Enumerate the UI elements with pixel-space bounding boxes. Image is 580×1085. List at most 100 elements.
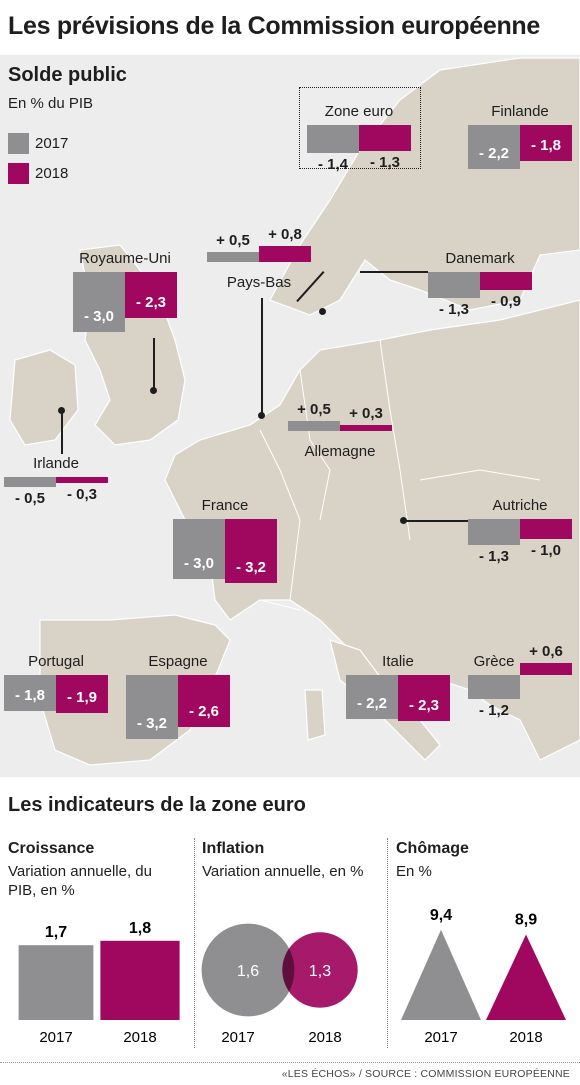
indicator-charts: 1,7 2017 1,8 2018 1,6 2017 1,3 2018 9,4 2017 8,9 20…	[18, 907, 566, 1046]
bar-allemagne-2017	[288, 421, 340, 431]
footer-divider	[0, 1062, 580, 1063]
bar-danemark-2017	[428, 272, 480, 298]
bar-finlande-2017	[468, 125, 520, 169]
bar-irlande-2017	[4, 477, 56, 487]
page-title: Les prévisions de la Commission européen…	[8, 12, 541, 40]
bar-france-2017	[173, 519, 225, 579]
bar-zone-euro-2018	[359, 125, 411, 151]
bar-royaume-uni-2017	[73, 272, 125, 332]
inflation-year-2018: 2018	[308, 1029, 341, 1046]
bar-value-allemagne-2017: + 0,5	[297, 401, 331, 418]
balance-section-title: Solde public	[8, 64, 127, 86]
bar-france-2018	[225, 519, 277, 583]
bar-value-irlande-2018: - 0,3	[66, 486, 97, 503]
bar-value-irlande-2017: - 0,5	[14, 490, 45, 507]
unemployment-value-2017: 9,4	[430, 907, 452, 924]
bar-value-autriche-2017: - 1,3	[478, 548, 509, 565]
bar-value-finlande-2018: - 1,8	[530, 137, 561, 154]
bar-value-finlande-2017: - 2,2	[478, 145, 509, 162]
country-borders	[229, 339, 541, 621]
bar-finlande-2018	[520, 125, 572, 161]
legend-swatch-2017	[8, 133, 29, 154]
bar-value-royaume-uni-2017: - 3,0	[83, 308, 114, 325]
bar-value-zone-euro-2018: - 1,3	[369, 154, 400, 171]
country-label-allemagne: Allemagne	[304, 443, 376, 460]
unemployment-triangle-2017	[401, 929, 481, 1020]
bar-pays-bas-2018	[259, 246, 311, 262]
country-label-autriche: Autriche	[492, 497, 548, 514]
inflation-year-2017: 2017	[221, 1029, 254, 1046]
inflation-value-2017: 1,6	[237, 963, 259, 980]
bar-value-france-2017: - 3,0	[183, 555, 214, 572]
bar-value-allemagne-2018: + 0,3	[349, 405, 383, 422]
pin-line-royaume-uni	[153, 338, 155, 390]
pin-dot-pays-bas	[258, 412, 265, 419]
bar-zone-euro-2017	[307, 125, 359, 153]
inflation-subtitle: Variation annuelle, en %	[202, 863, 364, 880]
bar-pays-bas-2017	[207, 252, 259, 262]
bar-value-italie-2017: - 2,2	[356, 695, 387, 712]
country-label-danemark: Danemark	[445, 250, 515, 267]
bar-value-grece-2018: + 0,6	[529, 643, 563, 660]
bar-value-danemark-2017: - 1,3	[438, 301, 469, 318]
legend-label-2017: 2017	[35, 135, 69, 152]
pin-dot-autriche	[400, 517, 407, 524]
country-label-irlande: Irlande	[33, 455, 79, 472]
bar-value-espagne-2018: - 2,6	[188, 703, 219, 720]
inflation-bubble-2018	[282, 932, 358, 1008]
bar-value-france-2018: - 3,2	[235, 559, 266, 576]
country-label-espagne: Espagne	[148, 653, 208, 670]
bar-value-espagne-2017: - 3,2	[136, 715, 167, 732]
pin-line-pays-bas	[261, 298, 263, 416]
bar-portugal-2017	[4, 675, 56, 711]
scandinavia-land	[269, 57, 580, 316]
growth-value-2018: 1,8	[129, 920, 151, 937]
country-label-italie: Italie	[382, 653, 414, 670]
pin-dot-irlande	[58, 407, 65, 414]
unemployment-year-2018: 2018	[509, 1029, 542, 1046]
country-label-royaume-uni: Royaume-Uni	[79, 250, 171, 267]
country-label-portugal: Portugal	[28, 653, 84, 670]
bar-danemark-2018	[480, 272, 532, 290]
bar-royaume-uni-2018	[125, 272, 177, 318]
pin-dot-royaume-uni	[150, 387, 157, 394]
unemployment-year-2017: 2017	[424, 1029, 457, 1046]
country-label-pays-bas: Pays-Bas	[226, 274, 292, 291]
unemployment-value-2018: 8,9	[515, 912, 537, 929]
growth-title: Croissance	[8, 840, 95, 857]
pin-line-autriche	[404, 520, 470, 522]
bar-autriche-2017	[468, 519, 520, 545]
pin-dot-danemark	[319, 308, 326, 315]
bar-value-autriche-2018: - 1,0	[530, 542, 561, 559]
indicators-section-title: Les indicateurs de la zone euro	[8, 794, 306, 816]
country-label-france: France	[201, 497, 249, 514]
unemployment-subtitle: En %	[396, 863, 432, 880]
separator-2	[387, 838, 388, 1048]
unemployment-title: Chômage	[396, 840, 469, 857]
bar-grece-2017	[468, 675, 520, 699]
bar-espagne-2018	[178, 675, 230, 727]
separator-1	[194, 838, 195, 1048]
growth-subtitle: Variation annuelle, du PIB, en %	[8, 863, 152, 899]
bar-espagne-2017	[126, 675, 178, 739]
bar-allemagne-2018	[340, 425, 392, 431]
pin-line-irlande	[61, 410, 63, 454]
bar-value-pays-bas-2018: + 0,8	[268, 226, 302, 243]
growth-value-2017: 1,7	[45, 924, 67, 941]
growth-bar-2017	[18, 945, 94, 1020]
bar-portugal-2018	[56, 675, 108, 713]
bar-autriche-2018	[520, 519, 572, 539]
bar-value-royaume-uni-2018: - 2,3	[135, 294, 166, 311]
bar-italie-2018	[398, 675, 450, 721]
bar-value-portugal-2018: - 1,9	[66, 689, 97, 706]
bar-value-grece-2017: - 1,2	[478, 702, 509, 719]
country-label-grece: Grèce	[473, 653, 515, 670]
bar-italie-2017	[346, 675, 398, 719]
bar-irlande-2018	[56, 477, 108, 483]
pin-line-danemark-h	[360, 271, 428, 273]
growth-year-2018: 2018	[123, 1029, 156, 1046]
country-label-finlande: Finlande	[491, 103, 549, 120]
zone-euro-frame	[299, 87, 421, 169]
bar-value-portugal-2017: - 1,8	[14, 687, 45, 704]
bar-value-pays-bas-2017: + 0,5	[216, 232, 250, 249]
